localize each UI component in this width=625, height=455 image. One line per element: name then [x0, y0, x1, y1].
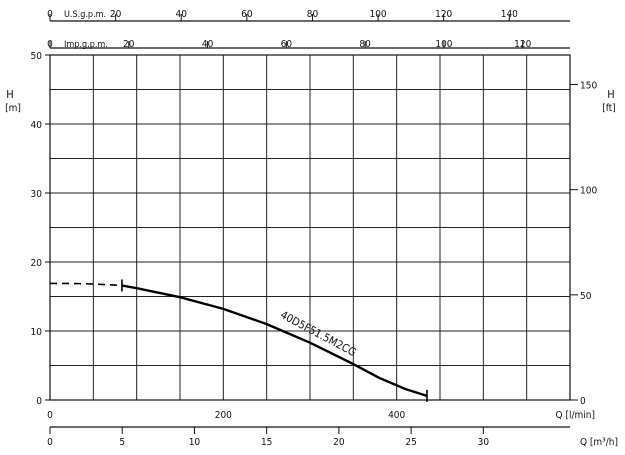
- usgpm-axis-title: U.S.g.p.m.: [64, 10, 106, 20]
- usgpm-axis-tick-label: 140: [501, 9, 518, 20]
- h-ft-tick-label: 0: [580, 396, 586, 407]
- usgpm-axis-tick-label: 40: [176, 9, 188, 20]
- usgpm-axis-tick-label: 100: [369, 9, 386, 20]
- h-m-tick-label: 30: [31, 189, 43, 200]
- impgpm-axis-tick-label: 100: [435, 39, 452, 50]
- curve-dashed-segment: [50, 282, 122, 287]
- h-m-tick-label: 40: [31, 120, 43, 131]
- h-ft-axis-unit: [ft]: [602, 103, 616, 114]
- usgpm-axis-tick-label: 0: [47, 9, 53, 20]
- q-m3h-tick-label: 10: [189, 437, 201, 448]
- h-ft-tick-label: 50: [580, 291, 592, 302]
- q-m3h-tick-label: 25: [405, 437, 416, 448]
- usgpm-axis-tick-label: 20: [110, 9, 122, 20]
- grid-lines: [50, 55, 570, 400]
- h-m-tick-label: 0: [36, 396, 42, 407]
- usgpm-axis-tick-label: 60: [241, 9, 253, 20]
- top-flow-axes: 0 20 40 60 80 100 120 140 U.S.g.p.m. 0 20 40 60 80 100…: [47, 9, 570, 50]
- q-lmin-tick-label: 0: [47, 410, 53, 421]
- h-m-tick-label: 20: [31, 258, 43, 269]
- plot-frame: [49, 54, 571, 401]
- q-m3h-tick-label: 15: [261, 437, 272, 448]
- h-m-axis-title: H: [6, 88, 13, 101]
- h-m-axis-unit: [m]: [5, 103, 21, 114]
- h-ft-tick-label: 100: [580, 186, 597, 197]
- impgpm-axis-tick-label: 120: [514, 39, 531, 50]
- impgpm-axis-tick-label: 80: [359, 39, 371, 50]
- h-ft-tick-label: 150: [580, 81, 597, 92]
- h-m-tick-label: 10: [31, 327, 43, 338]
- usgpm-axis-tick-label: 80: [307, 9, 319, 20]
- q-m3h-tick-label: 0: [47, 437, 53, 448]
- h-m-tick-label: 50: [31, 51, 43, 62]
- q-lmin-title: Q [l/min]: [556, 410, 595, 421]
- q-m3h-tick-label: 5: [119, 437, 125, 448]
- impgpm-axis-tick-label: 0: [47, 39, 53, 50]
- pump-curves: 40D5F51.5M2CG: [50, 279, 428, 402]
- impgpm-axis-tick-label: 40: [202, 39, 214, 50]
- q-lmin-tick-label: 400: [388, 410, 405, 421]
- q-m3h-tick-label: 30: [478, 437, 490, 448]
- impgpm-axis-tick-label: 60: [281, 39, 293, 50]
- curve-solid-segment: [121, 284, 428, 398]
- q-m3h-title: Q [m³/h]: [580, 437, 618, 448]
- impgpm-axis-title: Imp.g.p.m.: [64, 40, 108, 50]
- q-m3h-tick-label: 20: [333, 437, 345, 448]
- head-m-axis: 0 10 20 30 40 50: [31, 51, 50, 407]
- bottom-flow-axes: 0 200 400 Q [l/min] 0 5 10 15 20 25 30 Q [m³/h]: [47, 410, 618, 448]
- h-ft-axis-title: H: [607, 88, 614, 101]
- head-ft-axis: 0 50 100 150: [570, 81, 597, 407]
- impgpm-axis-tick-label: 20: [123, 39, 135, 50]
- q-lmin-tick-label: 200: [215, 410, 232, 421]
- usgpm-axis-tick-label: 120: [435, 9, 452, 20]
